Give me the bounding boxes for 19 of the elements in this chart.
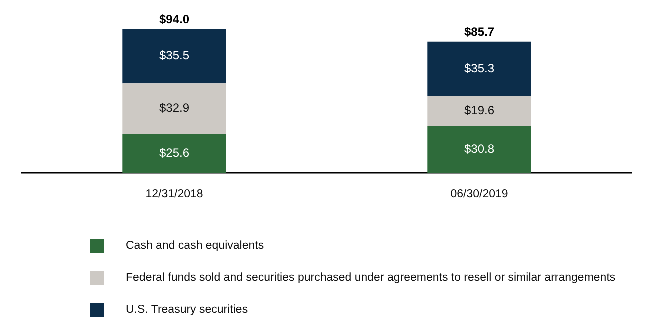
data-label: $25.6 xyxy=(159,146,190,160)
data-label: $35.3 xyxy=(464,61,495,76)
data-label: $30.8 xyxy=(464,142,495,156)
bar xyxy=(122,29,226,84)
x-tick-label: 06/30/2019 xyxy=(450,188,508,200)
bar xyxy=(122,134,226,174)
bar xyxy=(122,84,226,134)
data-label: $19.6 xyxy=(464,103,495,118)
data-label: $32.9 xyxy=(159,101,190,116)
legend-label: Federal funds sold and securities purchased under agreements to resell or similar arrangements xyxy=(126,272,616,284)
data-label: $35.5 xyxy=(159,48,190,63)
total-label: $85.7 xyxy=(464,25,495,40)
total-label: $94.0 xyxy=(159,12,190,27)
bar xyxy=(428,126,532,174)
x-tick-label: 12/31/2018 xyxy=(146,188,204,200)
legend-label: U.S. Treasury securities xyxy=(126,304,248,316)
bar xyxy=(428,96,532,126)
legend-label: Cash and cash equivalents xyxy=(126,240,264,252)
bar xyxy=(428,42,532,96)
